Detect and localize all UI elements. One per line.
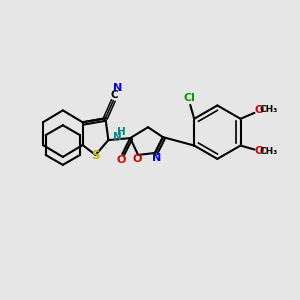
Text: O: O — [117, 155, 126, 165]
Text: Cl: Cl — [183, 93, 195, 103]
Text: CH₃: CH₃ — [259, 105, 278, 114]
Text: N: N — [152, 153, 162, 163]
Text: O: O — [132, 154, 142, 164]
Text: N: N — [113, 132, 122, 142]
Text: O: O — [255, 146, 264, 157]
Text: CH₃: CH₃ — [259, 147, 278, 156]
Text: H: H — [117, 127, 126, 137]
Text: S: S — [91, 149, 100, 162]
Text: O: O — [255, 105, 264, 115]
Text: N: N — [113, 82, 122, 93]
Text: C: C — [110, 89, 118, 100]
